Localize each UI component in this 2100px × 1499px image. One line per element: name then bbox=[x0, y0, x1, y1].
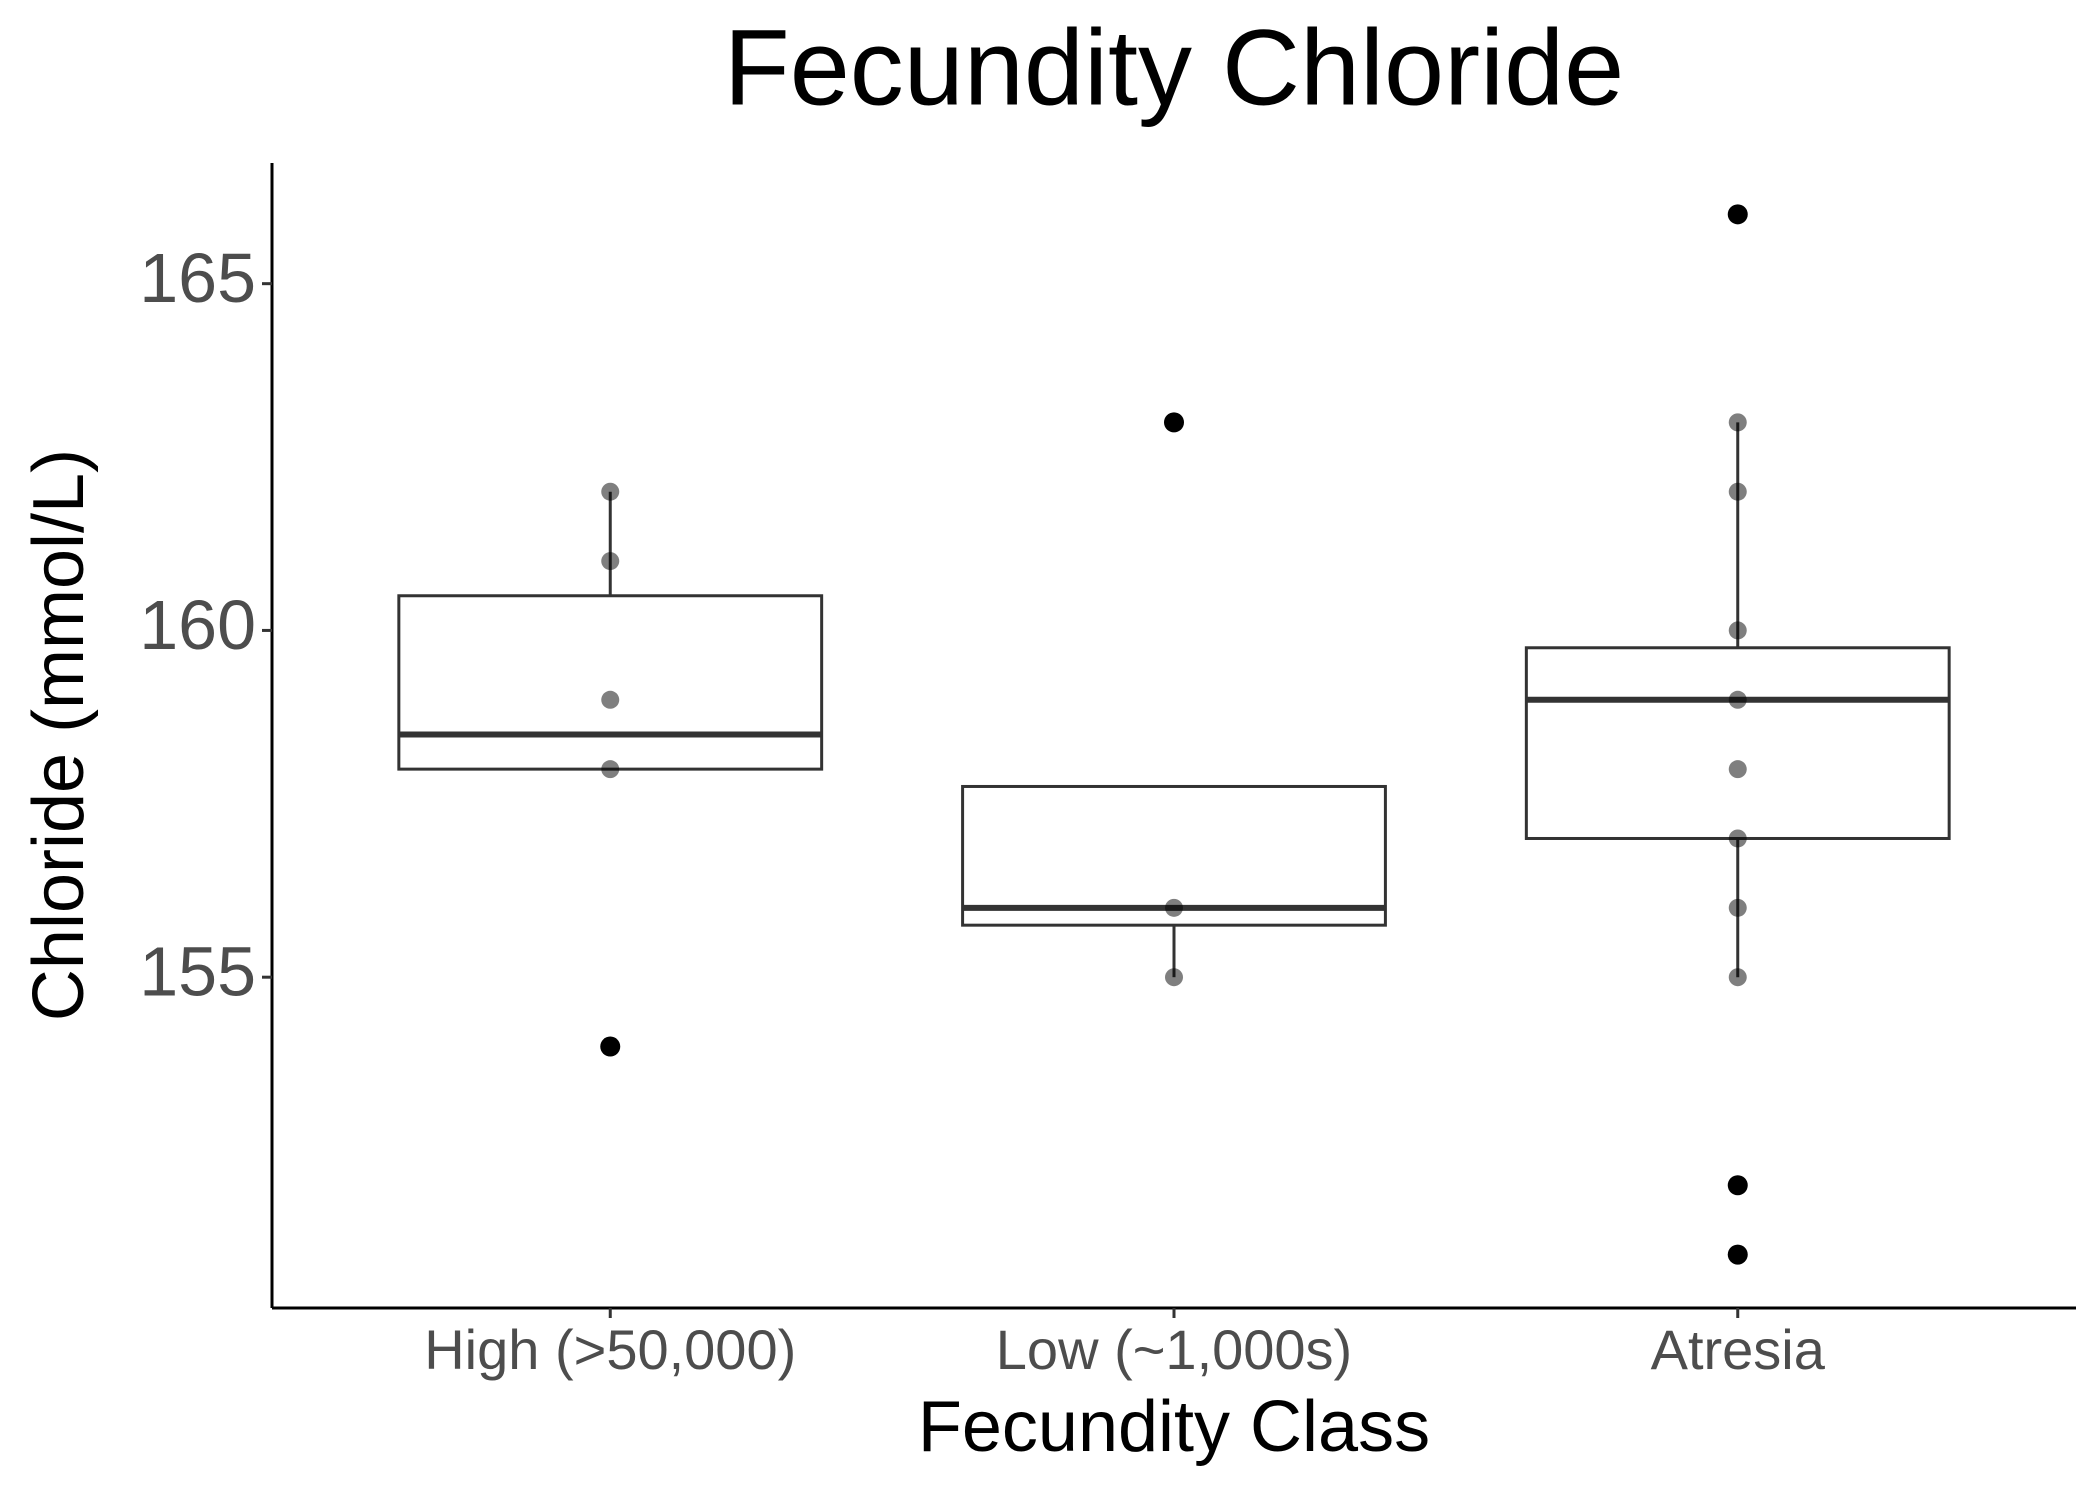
point bbox=[601, 552, 620, 571]
point bbox=[601, 482, 620, 501]
point bbox=[1728, 1176, 1747, 1195]
point bbox=[1728, 829, 1747, 848]
point bbox=[1165, 968, 1183, 987]
x-tick-label: Low (~1,000s) bbox=[996, 1318, 1352, 1381]
x-axis-title: Fecundity Class bbox=[918, 1387, 1430, 1467]
box bbox=[961, 784, 1387, 927]
point bbox=[1728, 690, 1747, 709]
point bbox=[1728, 968, 1747, 987]
point bbox=[601, 690, 620, 709]
point bbox=[1728, 413, 1747, 432]
x-tick-label: Atresia bbox=[1651, 1318, 1826, 1381]
point bbox=[1728, 205, 1747, 224]
chart-title: Fecundity Chloride bbox=[724, 7, 1624, 128]
point bbox=[1728, 760, 1747, 779]
point bbox=[601, 760, 620, 779]
box bbox=[1524, 646, 1951, 840]
y-axis-title: Chloride (mmol/L) bbox=[19, 449, 99, 1021]
point bbox=[1165, 898, 1183, 917]
x-tick-label: High (>50,000) bbox=[424, 1318, 796, 1381]
y-tick-label: 160 bbox=[139, 586, 256, 664]
point bbox=[1728, 482, 1747, 501]
point bbox=[1728, 1245, 1747, 1264]
box bbox=[397, 594, 824, 771]
point bbox=[601, 1037, 620, 1056]
y-tick-label: 165 bbox=[139, 239, 256, 317]
point bbox=[1728, 898, 1747, 917]
point bbox=[1728, 621, 1747, 640]
point bbox=[1165, 413, 1183, 432]
y-tick-label: 155 bbox=[139, 933, 256, 1011]
